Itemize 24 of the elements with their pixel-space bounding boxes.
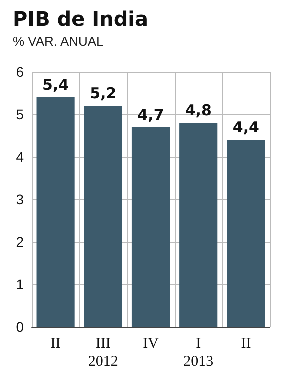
x-tick-label: II	[241, 336, 252, 352]
x-tick-label: IV	[143, 336, 160, 352]
y-tick-label: 3	[16, 192, 24, 208]
data-label: 4,4	[232, 118, 260, 136]
chart-subtitle: % VAR. ANUAL	[13, 34, 104, 49]
y-tick-label: 1	[16, 276, 24, 292]
x-tick-label: I 2013	[184, 336, 214, 370]
bar	[84, 106, 122, 327]
bar	[227, 140, 266, 327]
chart-title: PIB de India	[13, 7, 148, 31]
y-tick-label: 0	[16, 319, 24, 335]
y-tick-label: 5	[16, 106, 24, 122]
bar	[180, 123, 218, 327]
x-tick-label: III 2012	[88, 336, 118, 370]
data-label: 5,4	[42, 76, 70, 94]
y-tick-label: 2	[16, 234, 24, 250]
data-label: 4,8	[185, 102, 212, 120]
x-tick-label: II	[50, 336, 61, 352]
y-tick-label: 6	[16, 64, 24, 80]
bar	[36, 98, 75, 327]
bar	[132, 127, 170, 327]
y-tick-label: 4	[16, 149, 24, 165]
data-label: 5,2	[90, 84, 117, 102]
data-label: 4,7	[138, 106, 164, 124]
